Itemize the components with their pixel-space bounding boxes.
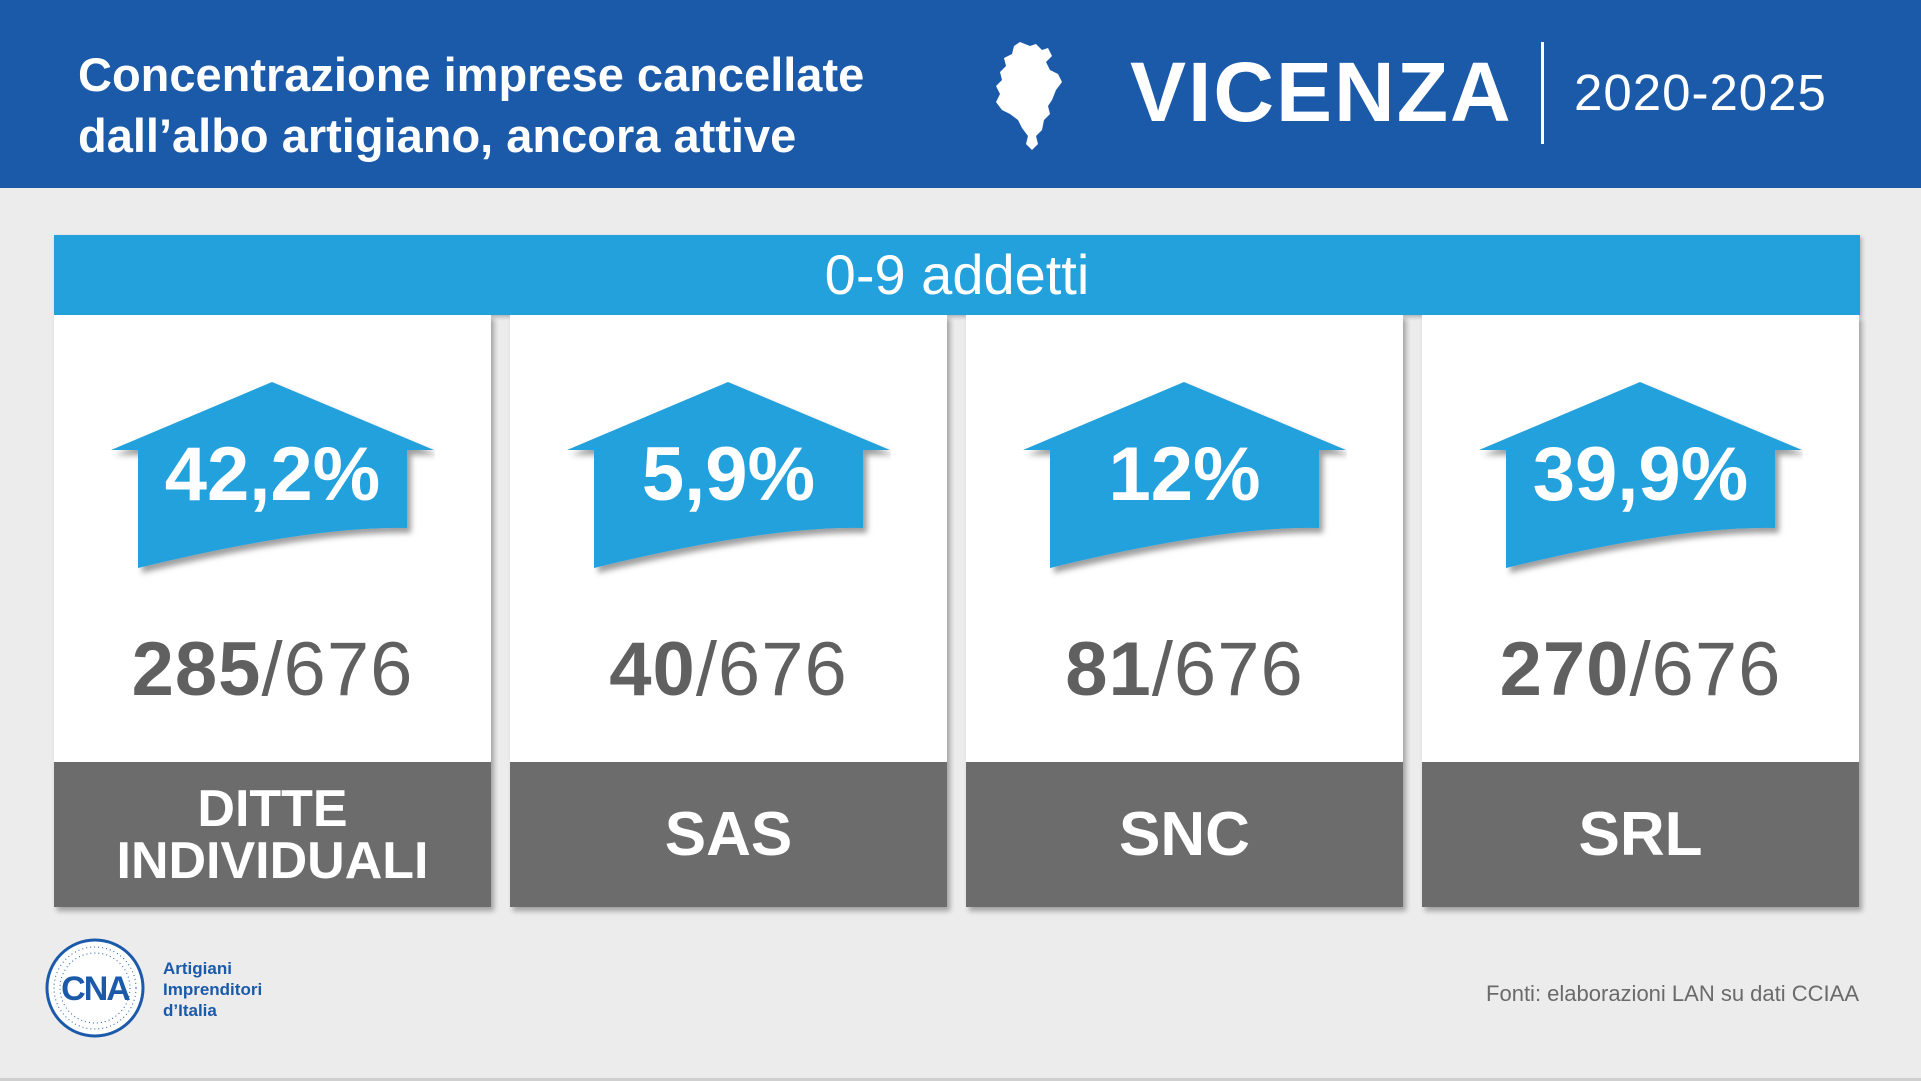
logo-text: Artigiani Imprenditori d’Italia: [163, 958, 323, 1021]
logo-line-3: d’Italia: [163, 1001, 217, 1020]
logo-line-2: Imprenditori: [163, 980, 263, 999]
cna-logo: CNA: [45, 938, 145, 1038]
vicenza-province-map-icon: [996, 42, 1062, 150]
title-line-2: dall’albo artigiano, ancora attive: [78, 109, 797, 162]
category-label: SAS: [664, 799, 793, 869]
title-line-1: Concentrazione imprese cancellate: [78, 48, 865, 101]
page-title: Concentrazione imprese cancellate dall’a…: [78, 44, 978, 166]
count-number: 285: [131, 627, 262, 712]
count-total: /676: [1151, 627, 1304, 712]
category-band: 0-9 addetti: [54, 235, 1860, 315]
card-ditte-individuali: 42,2% 285/676 DITTE INDIVIDUALI: [54, 315, 491, 907]
card-srl: 39,9% 270/676 SRL: [1422, 315, 1859, 907]
count-number: 270: [1499, 627, 1630, 712]
year-range: 2020-2025: [1574, 64, 1827, 121]
percent-value: 42,2%: [164, 432, 381, 517]
percent-value: 5,9%: [641, 432, 816, 517]
percent-value: 39,9%: [1532, 432, 1749, 517]
card-sas: 5,9% 40/676 SAS: [510, 315, 947, 907]
count-total: /676: [261, 627, 414, 712]
source-note: Fonti: elaborazioni LAN su dati CCIAA: [1486, 981, 1859, 1006]
count-total: /676: [695, 627, 848, 712]
count-value: 40/676: [510, 625, 947, 715]
count-total: /676: [1629, 627, 1782, 712]
card-footer: SAS: [510, 762, 947, 907]
count-value: 270/676: [1422, 625, 1859, 715]
region-name: VICENZA: [1130, 45, 1513, 139]
category-label: SNC: [1119, 799, 1250, 869]
house-arrow-icon: [111, 382, 434, 568]
card-footer: SNC: [966, 762, 1403, 907]
percent-value: 12%: [1108, 432, 1261, 517]
card-footer: DITTE INDIVIDUALI: [54, 762, 491, 907]
house-arrow-icon: [1479, 382, 1802, 568]
category-label-line-2: INDIVIDUALI: [116, 831, 429, 890]
header-bar: Concentrazione imprese cancellate dall’a…: [0, 0, 1921, 188]
house-arrow-icon: [1023, 382, 1346, 568]
count-number: 40: [609, 627, 696, 712]
bottom-rule: [0, 1078, 1921, 1081]
logo-line-1: Artigiani: [163, 959, 232, 978]
count-number: 81: [1065, 627, 1152, 712]
house-arrow-icon: [567, 382, 890, 568]
band-label: 0-9 addetti: [824, 243, 1090, 306]
card-footer: SRL: [1422, 762, 1859, 907]
category-label: DITTE INDIVIDUALI: [83, 783, 463, 887]
header-divider: [1541, 42, 1544, 144]
category-label-line-1: DITTE: [197, 779, 348, 838]
card-snc: 12% 81/676 SNC: [966, 315, 1403, 907]
category-label: SRL: [1578, 799, 1703, 869]
count-value: 81/676: [966, 625, 1403, 715]
count-value: 285/676: [54, 625, 491, 715]
logo-mark: CNA: [61, 970, 130, 1008]
